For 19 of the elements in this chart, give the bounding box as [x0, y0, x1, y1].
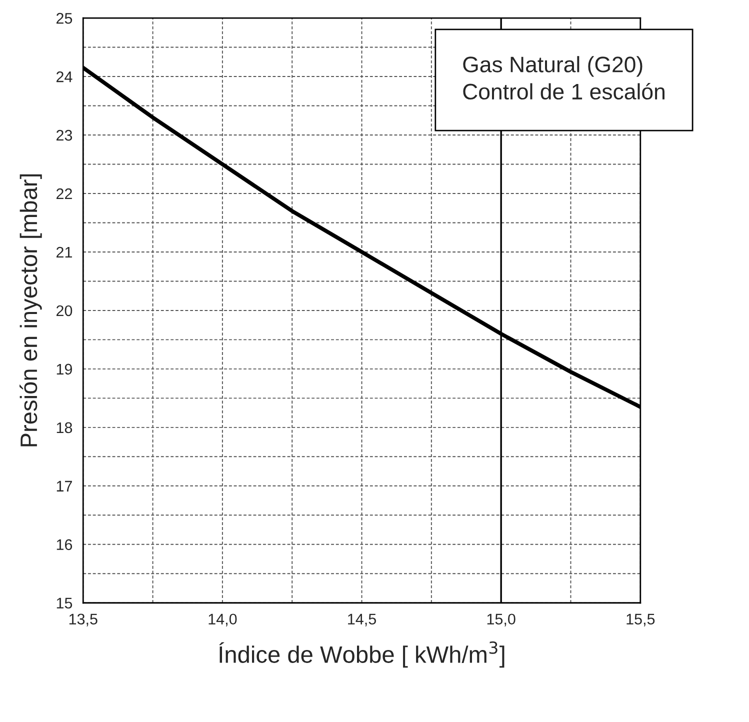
y-tick-label: 19	[56, 364, 72, 375]
y-tick-label: 21	[56, 246, 72, 258]
y-tick-label: 16	[56, 539, 72, 550]
y-tick-label: 23	[56, 130, 72, 141]
x-tick-label: 14,5	[348, 614, 376, 626]
x-axis-title: Índice de Wobbe [ kWh/m$^{3}$]	[219, 641, 504, 668]
y-tick-label: 24	[56, 71, 72, 82]
x-tick-label: 15,5	[626, 614, 655, 626]
y-axis-title: Presión en inyector [mbar]	[20, 174, 42, 446]
x-tick-label: 15,0	[487, 614, 516, 626]
y-tick-label: 25	[56, 12, 72, 24]
annotation: Gas Natural (G20) Control de 1 escalón	[463, 56, 664, 100]
x-tick-label: 13,5	[69, 614, 98, 626]
y-tick-label: 15	[56, 598, 72, 609]
x-tick-label: 14,0	[208, 614, 237, 626]
y-tick-label: 20	[56, 305, 72, 316]
y-tick-label: 18	[56, 422, 72, 434]
y-tick-label: 22	[56, 188, 72, 200]
y-tick-label: 17	[56, 480, 72, 492]
